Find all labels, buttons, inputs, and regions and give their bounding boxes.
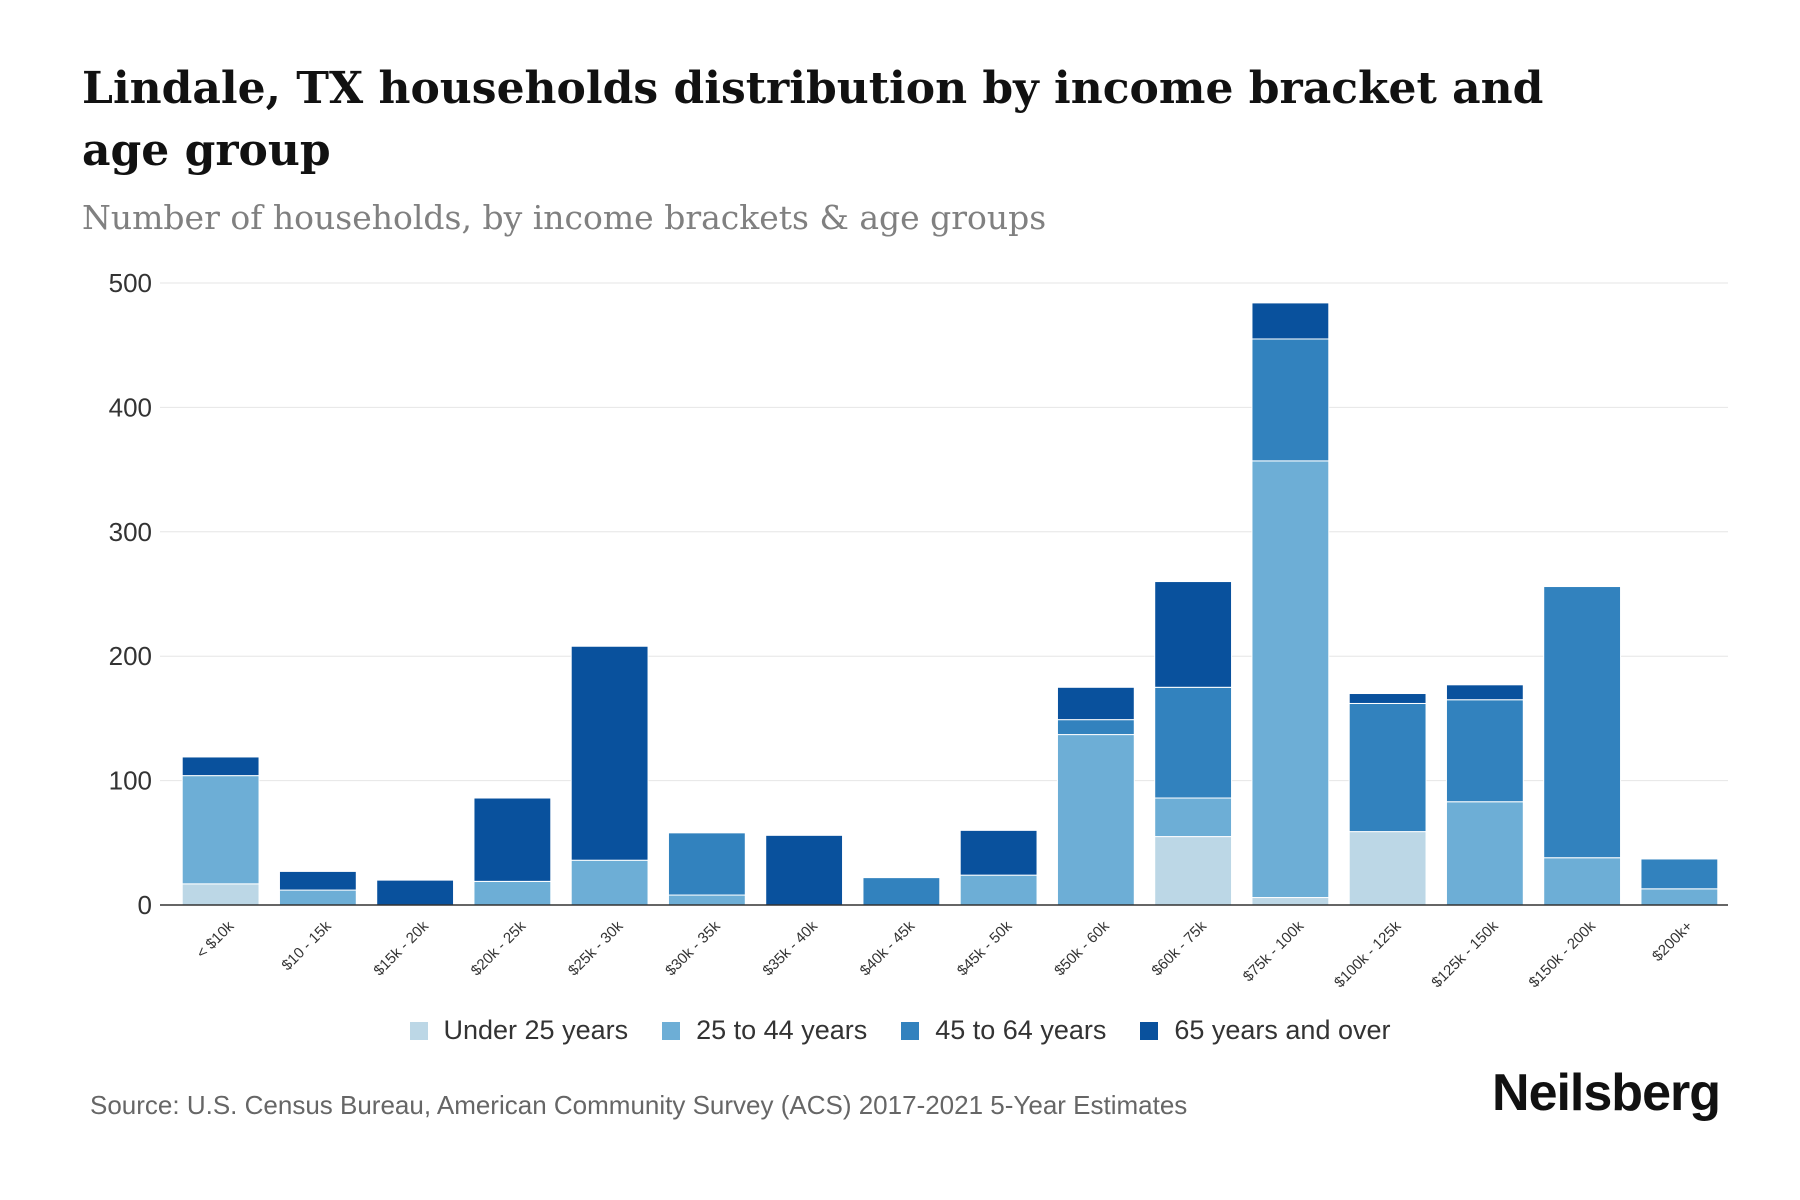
x-tick-label: $30k - 35k — [662, 917, 724, 979]
bar-segment[interactable] — [570, 645, 649, 861]
bar-segment[interactable] — [667, 894, 746, 906]
bar-segment[interactable] — [1543, 586, 1622, 859]
legend-swatch-under-25 — [409, 1021, 428, 1040]
x-tick-label: < $10k — [193, 917, 238, 962]
chart-subtitle: Number of households, by income brackets… — [82, 198, 1047, 237]
x-tick-label: $15k - 20k — [370, 917, 432, 979]
bar-segment[interactable] — [1445, 684, 1524, 701]
chart-title: Lindale, TX households distribution by i… — [82, 63, 1544, 176]
bar-segment[interactable] — [181, 756, 260, 777]
bar-segment[interactable] — [959, 874, 1038, 906]
x-tick-label: $100k - 125k — [1331, 917, 1405, 991]
x-tick-label: $60k - 75k — [1148, 917, 1210, 979]
x-tick-label: $35k - 40k — [759, 917, 821, 979]
bar-segment[interactable] — [181, 883, 260, 906]
bar-segment[interactable] — [862, 877, 941, 906]
bar-segment[interactable] — [1348, 831, 1427, 906]
y-tick-label: 100 — [109, 766, 152, 796]
bar-segment[interactable] — [1154, 581, 1233, 688]
legend-label-25-to-44: 25 to 44 years — [696, 1015, 868, 1045]
x-tick-label: $40k - 45k — [857, 917, 919, 979]
bar-segment[interactable] — [959, 829, 1038, 876]
bar-segment[interactable] — [1154, 797, 1233, 838]
bar-segment[interactable] — [1445, 699, 1524, 803]
x-tick-label: $200k+ — [1649, 918, 1696, 965]
bar-segment[interactable] — [1640, 858, 1719, 890]
bar-segment[interactable] — [1251, 460, 1330, 899]
bar-segment[interactable] — [1154, 686, 1233, 799]
bar-segment[interactable] — [1445, 801, 1524, 906]
bar-segment[interactable] — [765, 834, 844, 906]
bar-segment[interactable] — [376, 879, 455, 906]
bar-segment[interactable] — [1251, 302, 1330, 340]
bar-segment[interactable] — [278, 889, 357, 906]
bar-segment[interactable] — [1348, 693, 1427, 704]
x-tick-label: $150k - 200k — [1526, 917, 1600, 991]
bar-segment[interactable] — [1154, 836, 1233, 906]
legend-label-45-to-64: 45 to 64 years — [935, 1015, 1107, 1045]
x-tick-label: $75k - 100k — [1240, 917, 1308, 985]
legend-item-25-to-44[interactable]: 25 to 44 years — [662, 1015, 867, 1046]
legend-label-65-plus: 65 years and over — [1174, 1015, 1391, 1045]
legend-swatch-45-to-64 — [901, 1021, 920, 1040]
bar-segment[interactable] — [1251, 897, 1330, 906]
bar-segment[interactable] — [667, 832, 746, 896]
bars — [181, 302, 1719, 906]
bar-segment[interactable] — [570, 859, 649, 906]
bar-segment[interactable] — [1056, 686, 1135, 721]
bar-segment[interactable] — [278, 870, 357, 891]
legend-swatch-25-to-44 — [662, 1021, 681, 1040]
x-tick-label: $20k - 25k — [468, 917, 530, 979]
x-tick-label: $10 - 15k — [278, 917, 335, 974]
bar-segment[interactable] — [1251, 338, 1330, 462]
legend-label-under-25: Under 25 years — [443, 1015, 629, 1045]
bar-segment[interactable] — [1056, 734, 1135, 906]
y-tick-label: 200 — [109, 641, 152, 671]
bar-segment[interactable] — [1056, 719, 1135, 736]
legend-item-45-to-64[interactable]: 45 to 64 years — [901, 1015, 1106, 1046]
source-note: Source: U.S. Census Bureau, American Com… — [90, 1090, 1188, 1120]
y-tick-label: 500 — [109, 268, 152, 298]
y-tick-label: 400 — [109, 392, 152, 422]
bar-segment[interactable] — [181, 775, 260, 885]
x-tick-label: $125k - 150k — [1428, 917, 1502, 991]
bar-segment[interactable] — [473, 797, 552, 882]
bar-segment[interactable] — [1348, 702, 1427, 833]
bar-segment[interactable] — [473, 880, 552, 906]
x-tick-label: $25k - 30k — [565, 917, 627, 979]
legend-swatch-65-plus — [1140, 1021, 1159, 1040]
stacked-bar-chart: 0 100 200 300 400 500 < $10k $10 - 15k $15k - 20… — [109, 268, 1728, 991]
y-tick-label: 300 — [109, 517, 152, 547]
legend: Under 25 years 25 to 44 years 45 to 64 y… — [0, 1015, 1800, 1046]
bar-segment[interactable] — [1543, 857, 1622, 906]
bar-segment[interactable] — [1640, 888, 1719, 906]
legend-item-under-25[interactable]: Under 25 years — [409, 1015, 629, 1046]
brand-logo: Neilsberg — [1492, 1064, 1721, 1122]
x-tick-label: $50k - 60k — [1051, 917, 1113, 979]
legend-item-65-plus[interactable]: 65 years and over — [1140, 1015, 1391, 1046]
x-tick-label: $45k - 50k — [954, 917, 1016, 979]
y-tick-label: 0 — [138, 890, 152, 920]
